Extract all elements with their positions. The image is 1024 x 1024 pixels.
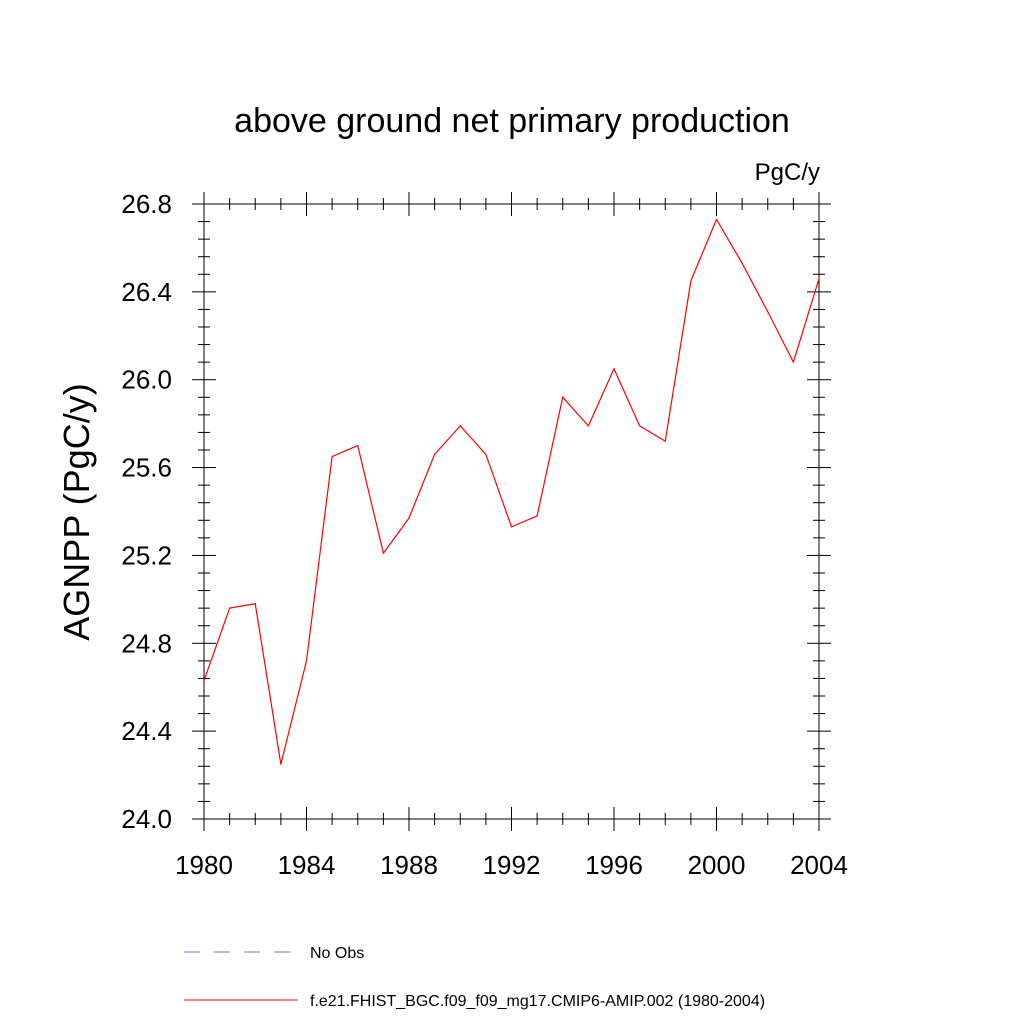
y-tick-label: 24.4 <box>121 716 172 746</box>
data-point <box>434 453 436 455</box>
data-point <box>690 280 692 282</box>
data-point <box>562 396 564 398</box>
x-tick-label: 1996 <box>585 850 643 880</box>
data-point <box>229 607 231 609</box>
data-point <box>408 517 410 519</box>
data-point <box>767 311 769 313</box>
y-tick-label: 25.2 <box>121 540 172 570</box>
y-tick-label: 24.8 <box>121 628 172 658</box>
x-tick-label: 1980 <box>175 850 233 880</box>
data-point <box>254 603 256 605</box>
chart-title: above ground net primary production <box>234 102 790 140</box>
y-tick-label: 26.4 <box>121 277 172 307</box>
y-tick-label: 26.8 <box>121 189 172 219</box>
data-point <box>485 453 487 455</box>
y-tick-label: 26.0 <box>121 365 172 395</box>
x-axis-ticks: 1980 1984 1988 1992 1996 2000 2004 <box>175 192 848 880</box>
data-point <box>639 425 641 427</box>
x-tick-label: 2000 <box>688 850 746 880</box>
data-point <box>715 218 718 220</box>
y-tick-label: 25.6 <box>121 453 172 483</box>
data-point <box>587 425 589 427</box>
data-point <box>741 262 743 264</box>
legend-label-0: No Obs <box>310 945 364 962</box>
data-point <box>792 361 794 363</box>
data-point <box>664 440 666 442</box>
data-point <box>536 515 538 517</box>
x-tick-label: 1984 <box>278 850 336 880</box>
x-tick-label: 1988 <box>380 850 438 880</box>
data-point <box>818 278 820 280</box>
data-point <box>357 445 359 447</box>
legend-label-1: f.e21.FHIST_BGC.f09_f09_mg17.CMIP6-AMIP.… <box>310 993 765 1010</box>
units-label: PgC/y <box>755 159 820 186</box>
data-point <box>280 763 282 765</box>
data-point <box>203 680 205 682</box>
data-point <box>305 660 308 662</box>
legend: No Obs f.e21.FHIST_BGC.f09_f09_mg17.CMIP6… <box>184 945 765 1010</box>
y-axis-ticks: 24.0 24.4 24.8 25.2 25.6 26.0 26.4 26.8 <box>121 189 831 834</box>
series-line-1 <box>203 218 820 765</box>
data-point <box>510 526 513 528</box>
plot-frame <box>203 203 820 820</box>
y-axis-label: AGNPP (PgC/y) <box>56 383 97 640</box>
data-point <box>331 455 333 458</box>
data-point <box>382 552 384 554</box>
series-layer <box>203 218 820 765</box>
x-tick-label: 1992 <box>483 850 541 880</box>
y-tick-label: 24.0 <box>121 804 172 834</box>
data-point <box>613 368 615 370</box>
data-point <box>459 425 461 427</box>
x-tick-label: 2004 <box>790 850 848 880</box>
